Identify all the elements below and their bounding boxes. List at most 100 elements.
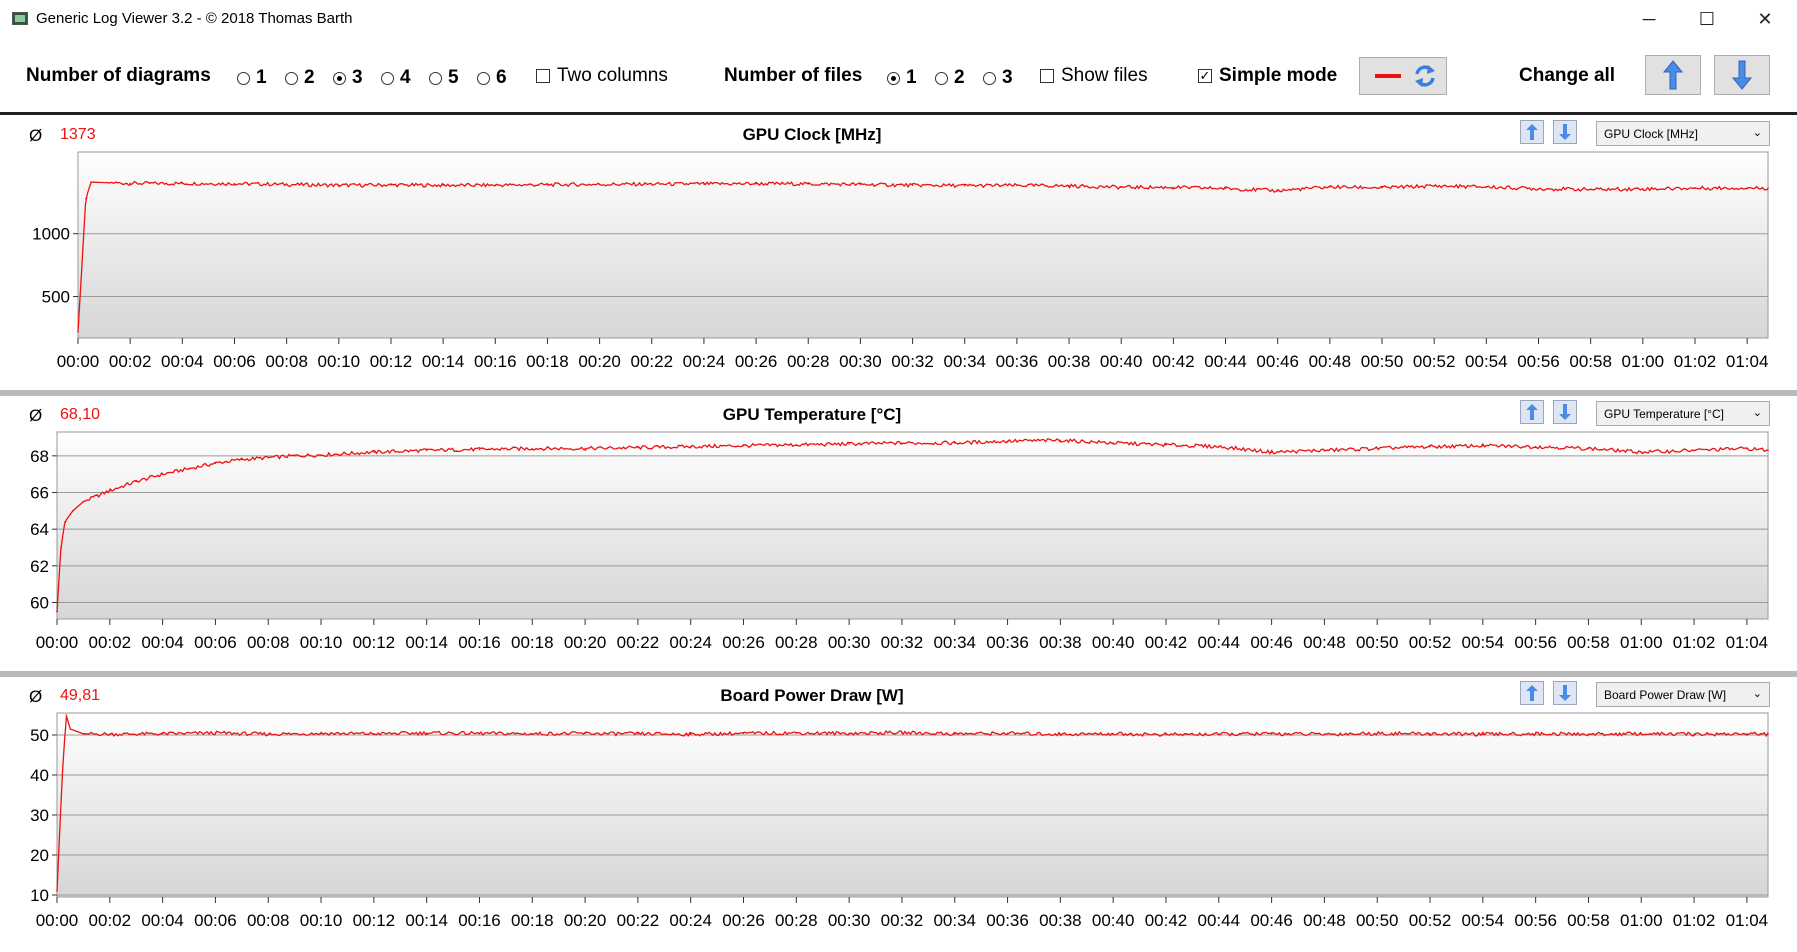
x-tick-label: 00:50	[1361, 352, 1404, 371]
data-point	[1276, 189, 1279, 192]
diagram-radio-2[interactable]: 2	[285, 67, 315, 89]
channel-select[interactable]: GPU Temperature [°C] ⌄	[1596, 401, 1770, 426]
data-point	[1537, 187, 1540, 190]
move-all-down-button[interactable]	[1714, 55, 1770, 95]
y-tick-label: 66	[30, 484, 49, 503]
show-files-checkbox[interactable]: Show files	[1040, 65, 1148, 87]
diagram-radio-1[interactable]: 1	[237, 67, 267, 89]
x-tick-label: 00:32	[881, 911, 924, 930]
data-point	[1112, 442, 1114, 444]
data-point	[425, 449, 428, 452]
data-point	[338, 184, 340, 187]
x-tick-label: 00:14	[422, 352, 465, 371]
data-point	[742, 732, 745, 735]
avg-icon: Ø	[29, 126, 43, 145]
data-point	[1329, 186, 1331, 188]
x-tick-label: 00:50	[1356, 633, 1399, 652]
x-tick-label: 00:54	[1462, 911, 1505, 930]
data-point	[267, 456, 270, 459]
x-tick-label: 00:44	[1198, 633, 1241, 652]
file-radio-3[interactable]: 3	[983, 67, 1013, 89]
diagram-panel-gpu-temperature: Ø 68,10 GPU Temperature [°C] GPU Tempera…	[0, 397, 1797, 670]
x-tick-label: 00:20	[564, 633, 607, 652]
data-point	[1767, 187, 1769, 189]
red-line-refresh-icon	[1375, 65, 1435, 87]
data-point	[546, 183, 549, 186]
data-point	[285, 183, 288, 186]
radio-circle	[935, 71, 948, 85]
data-point	[1323, 449, 1326, 452]
x-tick-label: 00:12	[353, 633, 396, 652]
x-tick-label: 00:44	[1204, 352, 1247, 371]
plot-area	[56, 712, 1769, 898]
x-tick-label: 00:22	[630, 352, 673, 371]
simple-mode-checkbox[interactable]: ✓ Simple mode	[1198, 65, 1337, 87]
data-point	[267, 733, 270, 735]
two-columns-checkbox[interactable]: Two columns	[536, 65, 668, 87]
radio-label: 6	[496, 67, 507, 88]
data-point	[1217, 445, 1220, 448]
data-point	[1482, 733, 1484, 735]
diagram-radio-3[interactable]: 3	[333, 67, 363, 89]
x-tick-label: 00:22	[617, 911, 660, 930]
y-tick-label: 68	[30, 447, 49, 466]
data-point	[214, 732, 217, 734]
data-point	[953, 733, 956, 735]
panel-up-button[interactable]	[1520, 400, 1544, 424]
data-point	[755, 182, 757, 185]
diagram-radio-4[interactable]: 4	[381, 67, 411, 89]
x-tick-label: 01:02	[1673, 911, 1716, 930]
x-tick-label: 00:28	[775, 633, 818, 652]
data-point	[742, 444, 745, 447]
panel-down-button[interactable]	[1553, 120, 1577, 144]
data-point	[795, 444, 798, 446]
data-point	[1165, 733, 1167, 736]
close-button[interactable]: ✕	[1736, 0, 1794, 38]
x-tick-label: 00:36	[996, 352, 1039, 371]
red-line-icon	[1375, 74, 1401, 78]
data-point	[795, 732, 798, 734]
diagram-radio-5[interactable]: 5	[429, 67, 459, 89]
panel-divider	[0, 671, 1797, 677]
minimize-button[interactable]: ─	[1620, 0, 1678, 38]
x-tick-label: 00:36	[986, 911, 1029, 930]
x-tick-label: 00:24	[669, 911, 712, 930]
data-point	[1224, 187, 1227, 190]
radio-label: 3	[1002, 67, 1013, 88]
data-point	[953, 442, 956, 444]
panel-up-button[interactable]	[1520, 681, 1544, 705]
diagram-radio-6[interactable]: 6	[477, 67, 507, 89]
x-tick-label: 00:40	[1092, 633, 1135, 652]
plot-area	[77, 151, 1769, 339]
toolbar: Number of diagrams 1 2 3 4 5 6 Two colum…	[0, 40, 1797, 112]
maximize-button[interactable]: ☐	[1678, 0, 1736, 38]
x-tick-label: 01:04	[1726, 352, 1769, 371]
channel-select[interactable]: Board Power Draw [W] ⌄	[1596, 682, 1770, 707]
data-point	[494, 184, 497, 186]
data-point	[82, 733, 85, 735]
x-tick-label: 00:06	[194, 911, 237, 930]
file-radio-1[interactable]: 1	[887, 67, 917, 89]
line-style-refresh-button[interactable]	[1359, 57, 1447, 95]
x-tick-label: 00:02	[89, 633, 132, 652]
minimize-icon: ─	[1642, 8, 1656, 29]
gpu-clock-chart: 500 1000 00:00 00:02 00:04 00:06 00:08 00:10 00:…	[32, 151, 1769, 371]
y-tick-label: 10	[30, 886, 49, 905]
x-tick-label: 01:00	[1620, 911, 1663, 930]
data-point	[1217, 733, 1220, 735]
checkbox-label: Simple mode	[1219, 65, 1338, 86]
panel-down-button[interactable]	[1553, 400, 1577, 424]
panel-down-button[interactable]	[1553, 681, 1577, 705]
x-tick-label: 00:16	[474, 352, 517, 371]
arrow-down-icon	[1731, 60, 1753, 90]
x-tick-label: 00:06	[213, 352, 256, 371]
file-radio-2[interactable]: 2	[935, 67, 965, 89]
x-tick-label: 00:16	[458, 911, 501, 930]
x-tick-label: 00:42	[1145, 911, 1188, 930]
y-tick-label: 50	[30, 726, 49, 745]
panel-up-button[interactable]	[1520, 120, 1544, 144]
channel-select[interactable]: GPU Clock [MHz] ⌄	[1596, 121, 1770, 146]
move-all-up-button[interactable]	[1645, 55, 1701, 95]
data-point	[1120, 186, 1123, 188]
x-tick-label: 00:02	[109, 352, 152, 371]
